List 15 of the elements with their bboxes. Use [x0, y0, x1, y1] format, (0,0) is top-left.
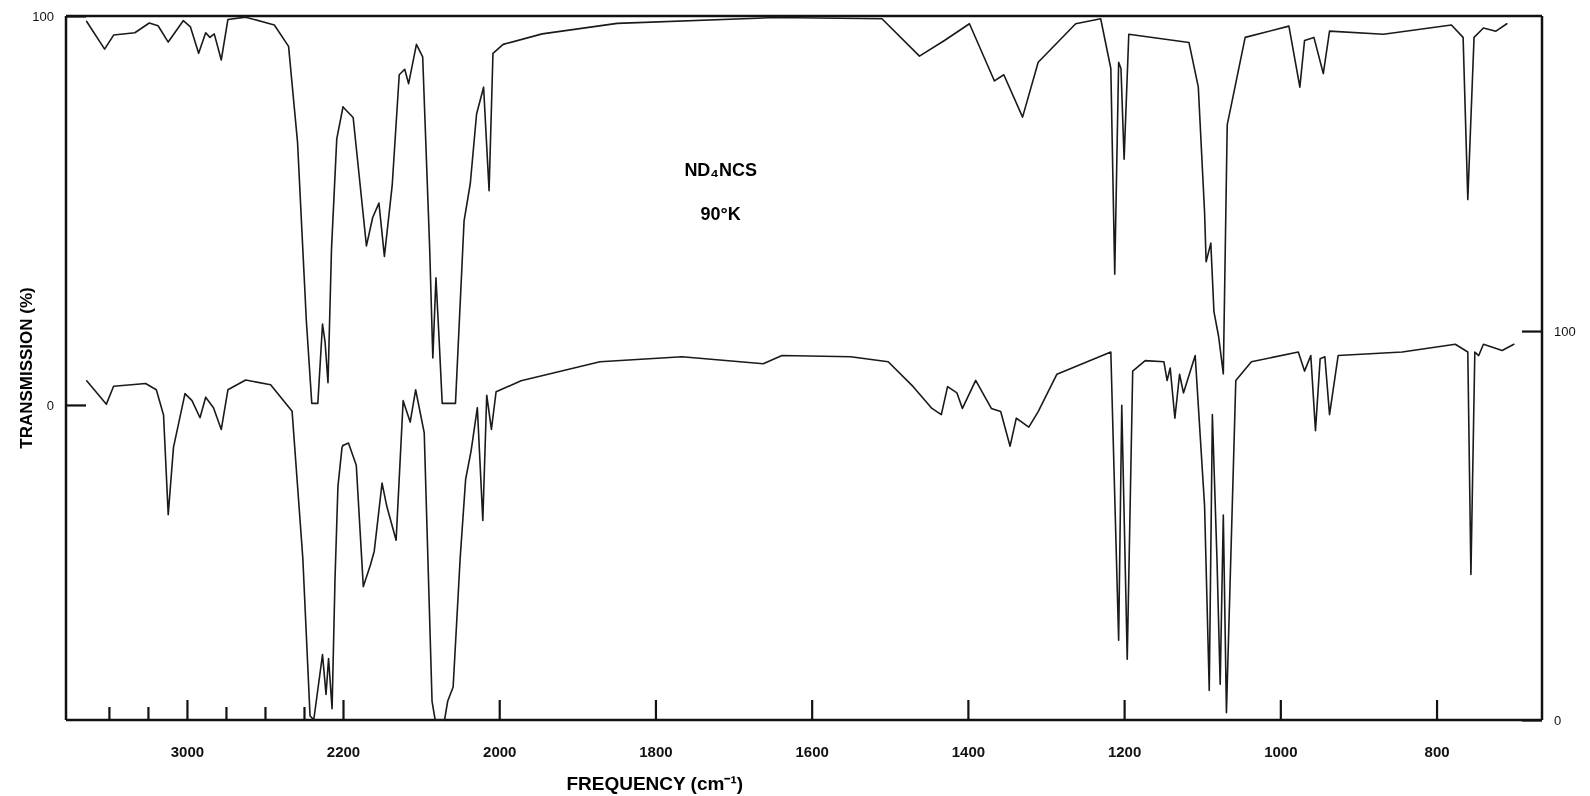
annotation: 90°K: [700, 204, 741, 224]
x-tick-label: 1000: [1264, 742, 1298, 760]
x-tick-label: 3000: [170, 742, 205, 760]
x-tick-label: 1200: [1107, 742, 1142, 760]
x-tick-label: 2200: [326, 742, 361, 760]
y-axis-title: TRANSMISSION (%): [17, 287, 36, 449]
x-tick-label: 1400: [951, 742, 986, 760]
x-tick-label: 1600: [795, 742, 829, 760]
x-axis-title: FREQUENCY (cm⁻¹): [566, 773, 744, 794]
y2-tick-label: 100: [1554, 323, 1576, 339]
x-tick-label: 2000: [483, 742, 517, 760]
y2-tick-label: 0: [1554, 712, 1562, 728]
x-tick-label: 800: [1424, 742, 1450, 760]
annotation: ND₄NCS: [684, 160, 757, 180]
x-tick-label: 1800: [639, 742, 673, 760]
